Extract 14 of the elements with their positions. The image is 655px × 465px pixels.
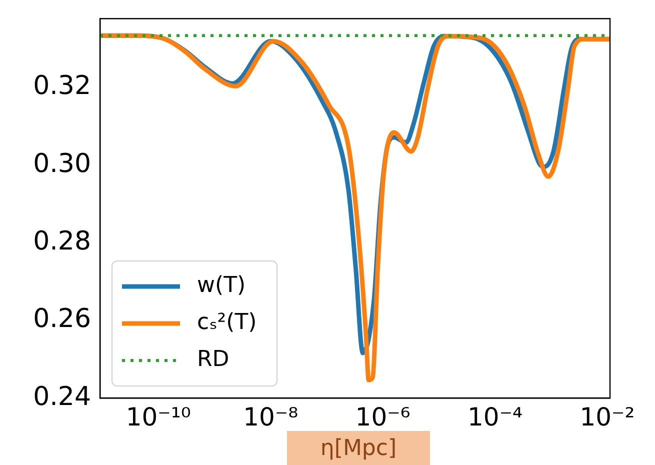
x-tick-label: 10⁻⁴ [468, 402, 523, 432]
x-axis-title: η[Mpc] [287, 431, 430, 465]
legend-label: w(T) [197, 273, 246, 298]
y-tick-label: 0.24 [33, 382, 91, 412]
x-tick-label: 10⁻¹⁰ [126, 402, 191, 432]
x-tick-label: 10⁻⁸ [243, 402, 298, 432]
x-tick-label: 10⁻² [580, 402, 635, 432]
y-tick-label: 0.28 [33, 226, 91, 256]
x-tick-label: 10⁻⁶ [355, 402, 410, 432]
y-tick-label: 0.32 [33, 71, 91, 102]
legend-label: RD [197, 347, 230, 372]
y-tick-label: 0.26 [33, 304, 91, 334]
y-tick-label: 0.30 [33, 148, 91, 179]
legend-label: cₛ²(T) [197, 310, 257, 336]
